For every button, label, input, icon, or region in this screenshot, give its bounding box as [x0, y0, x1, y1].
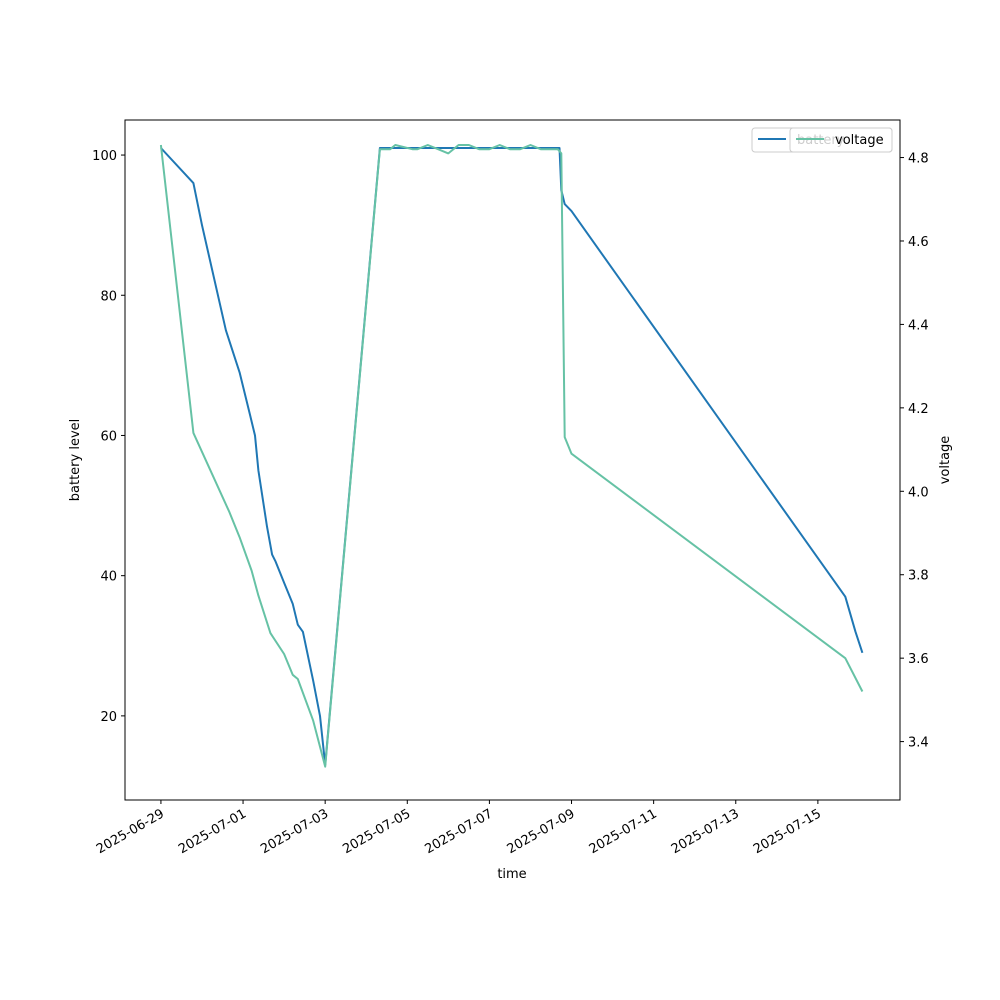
- right-tick-label: 3.8: [908, 569, 929, 584]
- left-tick-label: 100: [92, 149, 117, 164]
- left-axis-ticks: 20 40 60 80 100: [92, 149, 125, 725]
- x-axis-label: time: [497, 867, 526, 882]
- legend-voltage-box: [789, 127, 893, 153]
- right-axis-label: voltage: [938, 436, 953, 485]
- right-tick-label: 4.6: [908, 235, 929, 250]
- series-line-battery: [160, 147, 864, 766]
- left-tick-label: 40: [100, 570, 117, 585]
- series-layer: [159, 144, 864, 768]
- right-tick-label: 4.0: [908, 485, 929, 500]
- right-tick-label: 3.6: [908, 652, 929, 667]
- legend-voltage: voltage: [789, 127, 893, 153]
- left-tick-label: 60: [100, 429, 117, 444]
- plot-frame: [124, 119, 901, 801]
- legend-voltage-label: voltage: [835, 133, 884, 148]
- right-tick-label: 4.8: [908, 152, 929, 167]
- left-tick-label: 20: [100, 710, 117, 725]
- right-tick-label: 3.4: [908, 736, 929, 751]
- left-tick-label: 80: [100, 289, 117, 304]
- right-tick-label: 4.2: [908, 402, 929, 417]
- series-line-voltage: [159, 144, 864, 768]
- right-tick-label: 4.4: [908, 318, 929, 333]
- left-axis-label: battery level: [68, 419, 83, 502]
- right-axis-ticks: 3.4 3.6 3.8 4.0 4.2 4.4 4.6 4.8: [900, 152, 929, 751]
